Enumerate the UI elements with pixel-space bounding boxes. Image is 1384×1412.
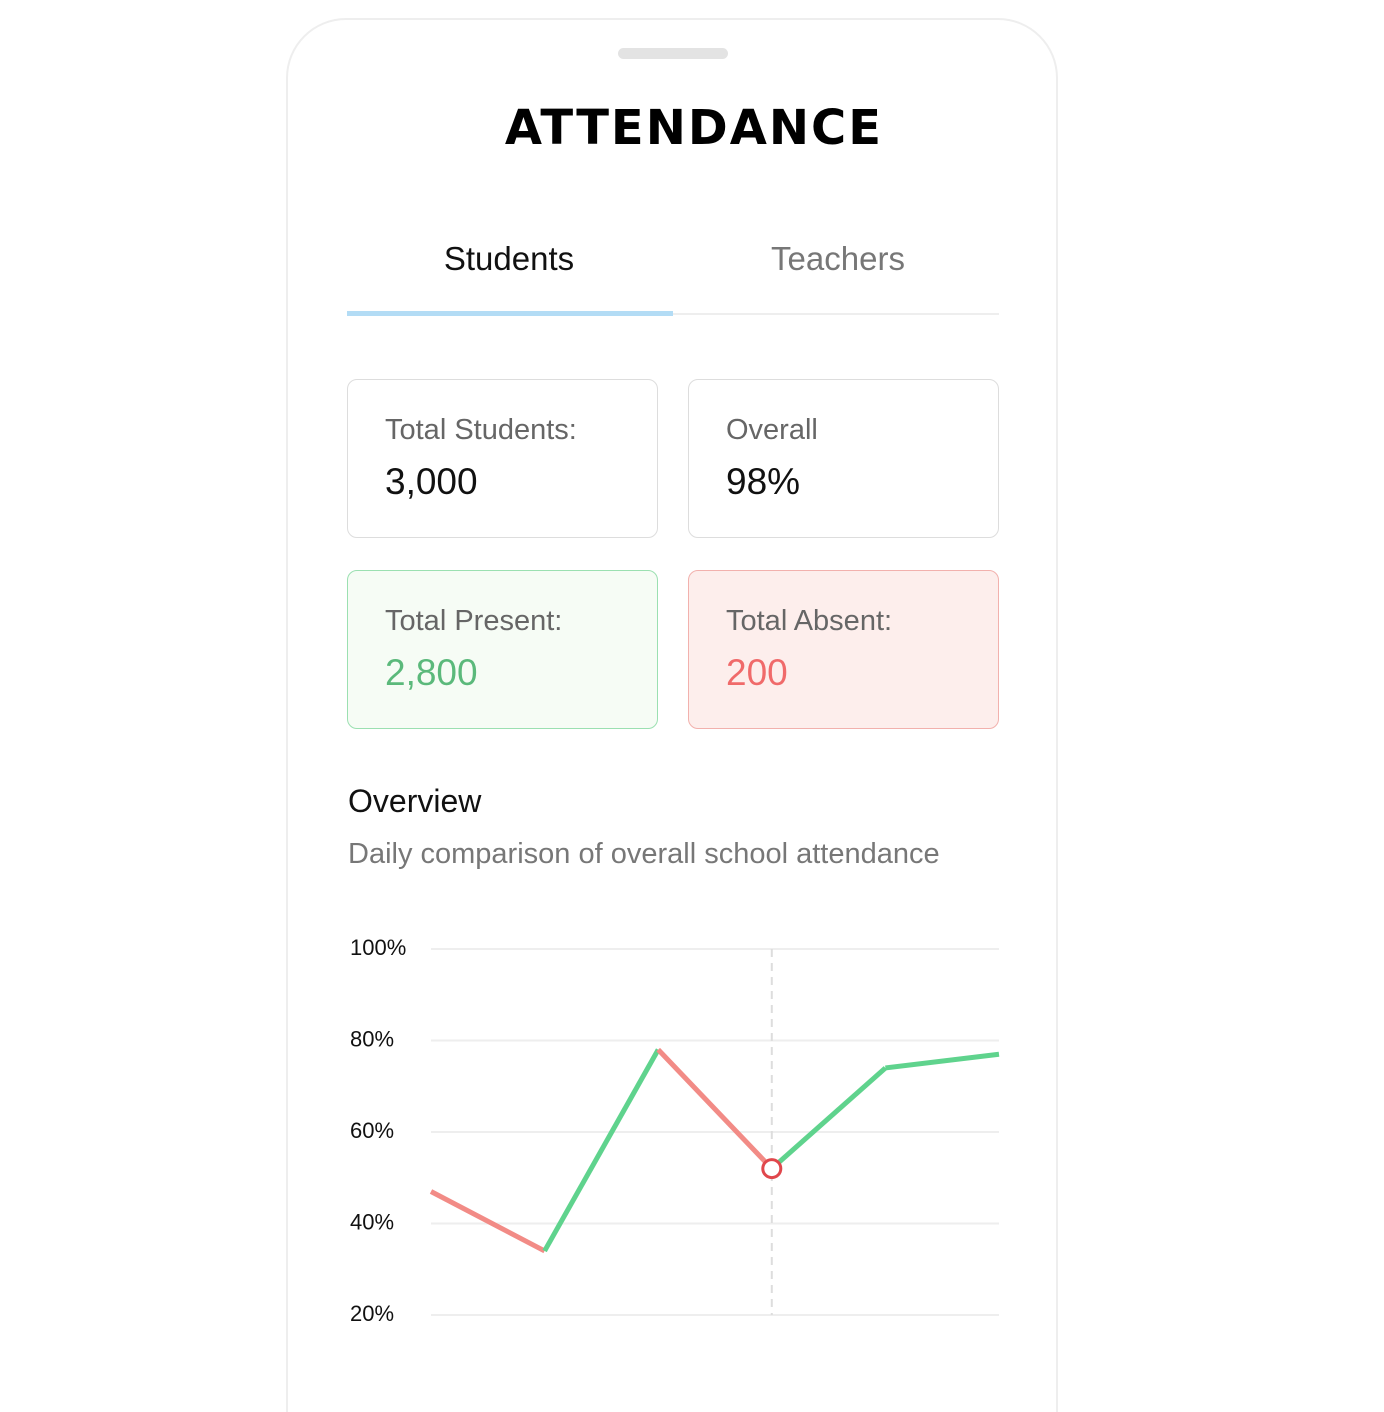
card-value: 200 (726, 652, 788, 693)
phone-frame (286, 18, 1058, 1412)
card: Total Students: 3,000 (347, 379, 658, 538)
overview-subtitle: Daily comparison of overall school atten… (348, 838, 940, 870)
line-segment (656, 1047, 774, 1171)
card-label: Total Absent: (726, 605, 893, 637)
line-segment (542, 1048, 661, 1253)
card: Total Present: 2,800 (347, 570, 658, 729)
card-value: 2,800 (385, 652, 478, 693)
y-tick-label: 40% (350, 1209, 394, 1234)
handle (618, 48, 728, 59)
card: Overall 98% (688, 379, 999, 538)
y-tick-label: 20% (350, 1301, 394, 1326)
tab[interactable]: Students (443, 240, 575, 277)
tab-divider (347, 313, 999, 315)
tab-indicator (347, 311, 673, 316)
title: ATTENDANCE (504, 100, 884, 156)
card-label: Total Students: (385, 414, 577, 446)
card: Total Absent: 200 (688, 570, 999, 729)
overview-title: Overview (348, 783, 482, 819)
tab[interactable]: Teachers (771, 240, 905, 277)
y-tick-label: 60% (350, 1118, 394, 1143)
y-tick-label: 100% (350, 935, 406, 960)
card-label: Total Present: (385, 605, 563, 637)
card-value: 98% (726, 461, 801, 502)
line-segment (885, 1051, 1000, 1071)
card-value: 3,000 (385, 461, 478, 502)
highlight-point (761, 1158, 783, 1180)
line-segment (770, 1066, 888, 1171)
card-label: Overall (726, 414, 818, 446)
y-tick-label: 80% (350, 1026, 394, 1051)
line-segment (429, 1189, 546, 1254)
